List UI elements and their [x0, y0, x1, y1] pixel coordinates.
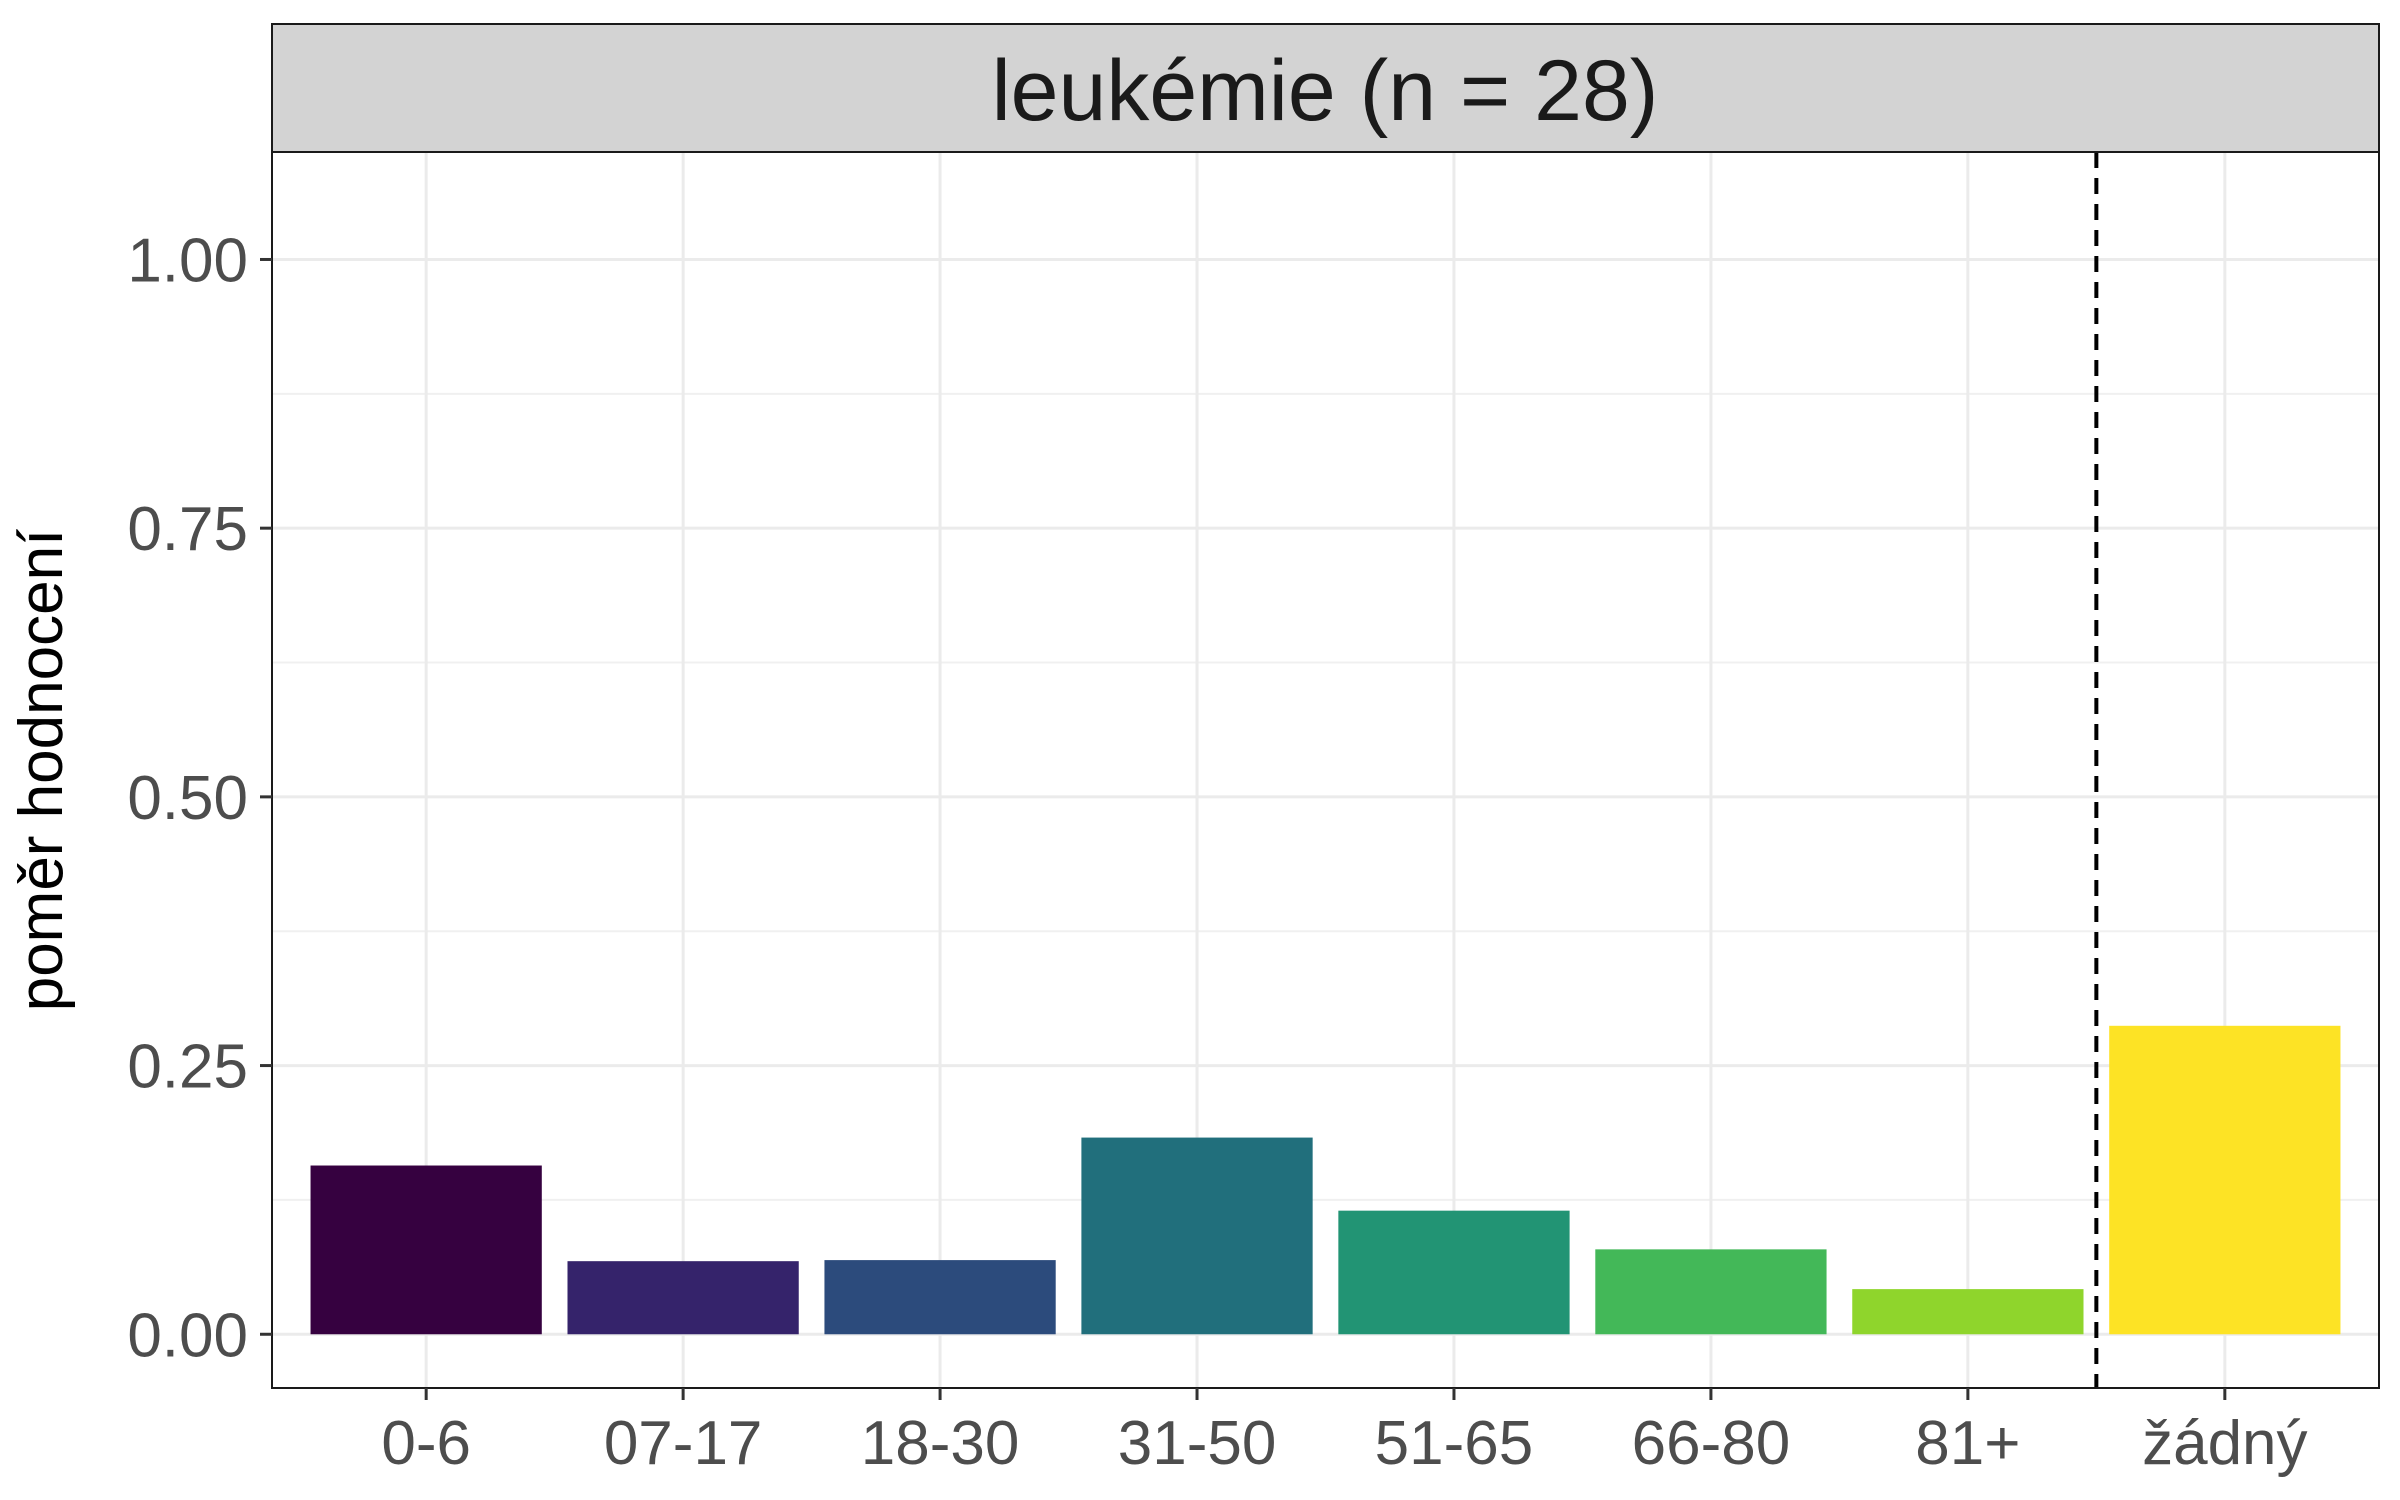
- x-tick-label: 18-30: [861, 1409, 1020, 1478]
- bar-žádný: [2109, 1025, 2341, 1335]
- x-tick-label: 31-50: [1118, 1409, 1277, 1478]
- y-tick-label: 1.00: [127, 226, 248, 295]
- bar-0-6: [310, 1165, 542, 1335]
- y-tick-label: 0.50: [127, 764, 248, 833]
- y-tick-label: 0.75: [127, 495, 248, 564]
- bar-66-80: [1595, 1249, 1827, 1335]
- bar-31-50: [1081, 1137, 1313, 1335]
- x-tick-label: 51-65: [1375, 1409, 1534, 1478]
- y-axis-title: poměr hodnocení: [7, 529, 76, 1012]
- facet-title: leukémie (n = 28): [992, 43, 1659, 139]
- x-tick-label: 0-6: [381, 1409, 471, 1478]
- y-axis: 0.00 0.25 0.50 0.75 1.00: [127, 226, 272, 1370]
- x-tick-label: 81+: [1915, 1409, 2020, 1478]
- plot-panel: [272, 152, 2379, 1388]
- x-tick-label: 07-17: [604, 1409, 763, 1478]
- x-axis: 0-6 07-17 18-30 31-50 51-65 66-80 81+ žádný: [381, 1388, 2308, 1478]
- y-tick-label: 0.00: [127, 1301, 248, 1370]
- bar-07-17: [567, 1261, 799, 1335]
- bar-51-65: [1338, 1210, 1570, 1335]
- minor-grid: [272, 392, 2379, 1201]
- x-tick-label: 66-80: [1632, 1409, 1791, 1478]
- facet-strip: [271, 23, 2380, 153]
- y-tick-label: 0.25: [127, 1033, 248, 1102]
- bar-18-30: [824, 1260, 1056, 1335]
- bars: [310, 1025, 2341, 1335]
- plot-border: [271, 151, 2380, 1389]
- x-tick-label: žádný: [2142, 1409, 2307, 1478]
- bar-81+: [1852, 1289, 2084, 1335]
- major-grid: [272, 152, 2379, 1388]
